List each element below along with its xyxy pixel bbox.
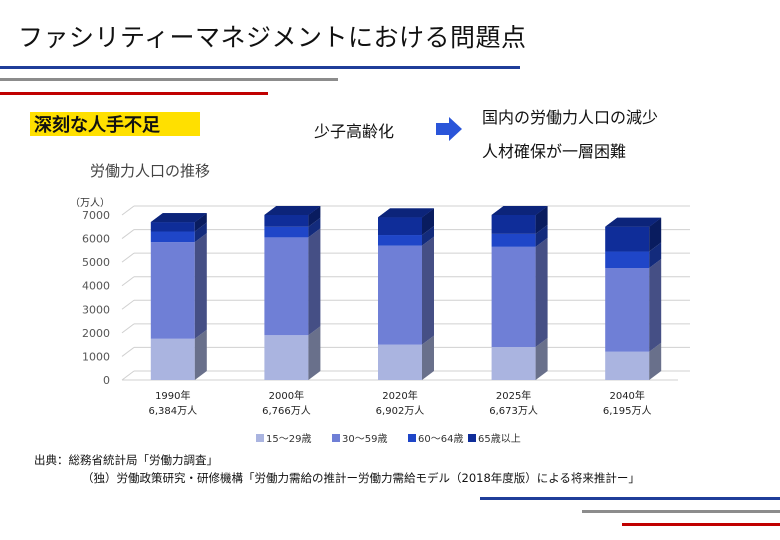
gridline xyxy=(121,252,135,263)
bar-segment xyxy=(491,347,536,380)
title-rule-blue xyxy=(0,66,520,69)
bar-segment xyxy=(264,226,309,238)
bar-segment-side xyxy=(422,335,434,380)
bar-segment xyxy=(605,251,650,269)
y-tick-label: 5000 xyxy=(82,256,110,269)
bar-segment xyxy=(491,233,536,247)
gridline xyxy=(121,299,135,310)
key-point-text: 深刻な人手不足 xyxy=(34,115,160,136)
gridline xyxy=(121,205,135,216)
bar-segment-side xyxy=(194,222,207,243)
bar-top-face-shade xyxy=(264,206,321,215)
category-total-label: 6,766万人 xyxy=(262,405,311,417)
legend-label: 60～64歳 xyxy=(418,433,463,445)
y-tick-label: 0 xyxy=(103,374,110,387)
bar-segment xyxy=(491,215,536,234)
bar-segment xyxy=(150,222,195,232)
bar-segment xyxy=(150,242,195,339)
gridline xyxy=(121,370,135,381)
bar-segment-side xyxy=(649,342,662,380)
y-tick-label: 3000 xyxy=(82,303,110,316)
bar-segment xyxy=(264,237,309,336)
bar-segment xyxy=(150,231,195,243)
footer-rule-gray xyxy=(582,510,780,513)
bar-segment xyxy=(378,217,422,236)
gridline xyxy=(121,347,135,357)
cause-text: 少子高齢化 xyxy=(314,122,395,141)
effect-text-2: 人材確保が一層困難 xyxy=(482,142,627,161)
category-total-label: 6,195万人 xyxy=(603,405,652,417)
bar-segment xyxy=(378,235,422,246)
y-tick-label: 2000 xyxy=(82,327,110,340)
chart-title: 労働力人口の推移 xyxy=(90,162,211,180)
bar-top-face-shade xyxy=(150,213,207,223)
gridline xyxy=(121,229,135,239)
bar-segment-side xyxy=(535,224,548,247)
category-label: 2025年 xyxy=(496,389,531,402)
bar-segment-side xyxy=(194,329,207,380)
highlight-box xyxy=(30,112,200,136)
y-tick-label: 6000 xyxy=(82,233,110,246)
source-line-1: 出典：総務省統計局「労働力調査」 xyxy=(34,453,218,467)
category-label: 2020年 xyxy=(382,389,417,402)
legend-label: 15～29歳 xyxy=(266,433,311,445)
bar-segment-side xyxy=(308,206,321,227)
bar-segment xyxy=(605,226,650,252)
bar-segment xyxy=(605,351,650,380)
source-line-2: （独）労働政策研究・研修機構「労働力需給の推計ー労働力需給モデル（2018年度版… xyxy=(82,471,640,485)
legend-swatch xyxy=(468,434,476,442)
category-label: 1990年 xyxy=(155,389,190,402)
category-label: 2040年 xyxy=(609,389,644,402)
bar-segment-side xyxy=(535,338,548,380)
bar-top-face-shade xyxy=(491,206,548,215)
page-title: ファシリティーマネジメントにおける問題点 xyxy=(18,23,527,52)
y-tick-label: 7000 xyxy=(82,209,110,222)
gridline xyxy=(121,323,135,334)
bar-segment-side xyxy=(649,242,662,269)
bar-segment xyxy=(605,268,650,352)
legend-label: 65歳以上 xyxy=(478,433,521,445)
bar-segment-side xyxy=(535,206,548,234)
category-total-label: 6,384万人 xyxy=(148,405,197,417)
bar-top-face-shade xyxy=(378,208,434,218)
bar-segment-side xyxy=(194,213,207,232)
footer-rule-blue xyxy=(480,497,780,500)
bar-segment-side xyxy=(194,233,207,339)
legend-swatch xyxy=(332,434,340,442)
footer-rule-red xyxy=(622,523,780,526)
legend-swatch xyxy=(256,434,264,442)
category-total-label: 6,673万人 xyxy=(489,405,538,417)
bar-segment xyxy=(264,335,309,380)
right-arrow-icon xyxy=(436,117,462,141)
bar-segment-side xyxy=(649,259,662,352)
y-axis-unit: （万人） xyxy=(70,197,110,209)
title-rule-gray xyxy=(0,78,338,81)
bar-segment xyxy=(378,344,422,380)
category-label: 2000年 xyxy=(269,389,304,402)
gridline xyxy=(121,276,135,287)
bar-segment-side xyxy=(422,226,434,246)
bar-segment xyxy=(150,338,195,380)
bar-top-face-shade xyxy=(605,217,662,227)
effect-text-1: 国内の労働力人口の減少 xyxy=(482,108,659,127)
bar-segment xyxy=(491,246,536,347)
bar-segment xyxy=(378,245,422,345)
bar-segment-side xyxy=(422,236,434,345)
y-tick-label: 1000 xyxy=(82,350,110,363)
legend-swatch xyxy=(408,434,416,442)
legend-label: 30～59歳 xyxy=(342,433,387,445)
bar-segment-side xyxy=(649,217,662,252)
category-total-label: 6,902万人 xyxy=(376,405,425,417)
bar-segment-side xyxy=(308,326,321,380)
bar-segment xyxy=(264,215,309,227)
bar-segment-side xyxy=(308,217,321,238)
bar-segment-side xyxy=(422,208,434,236)
bar-segment-side xyxy=(308,228,321,336)
title-rule-red xyxy=(0,92,268,95)
bar-segment-side xyxy=(535,237,548,347)
y-tick-label: 4000 xyxy=(82,280,110,293)
